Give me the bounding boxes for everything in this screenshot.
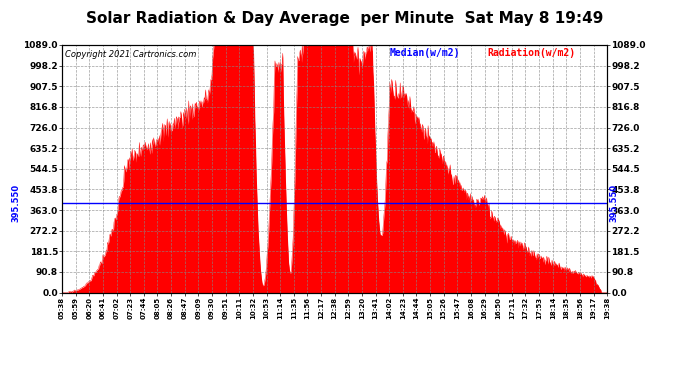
Text: Solar Radiation & Day Average  per Minute  Sat May 8 19:49: Solar Radiation & Day Average per Minute…	[86, 11, 604, 26]
Text: Copyright 2021 Cartronics.com: Copyright 2021 Cartronics.com	[65, 50, 196, 59]
Text: Radiation(w/m2): Radiation(w/m2)	[487, 48, 575, 57]
Text: 395.550: 395.550	[11, 183, 20, 222]
Text: Median(w/m2): Median(w/m2)	[389, 48, 460, 57]
Text: 395.550: 395.550	[610, 183, 619, 222]
